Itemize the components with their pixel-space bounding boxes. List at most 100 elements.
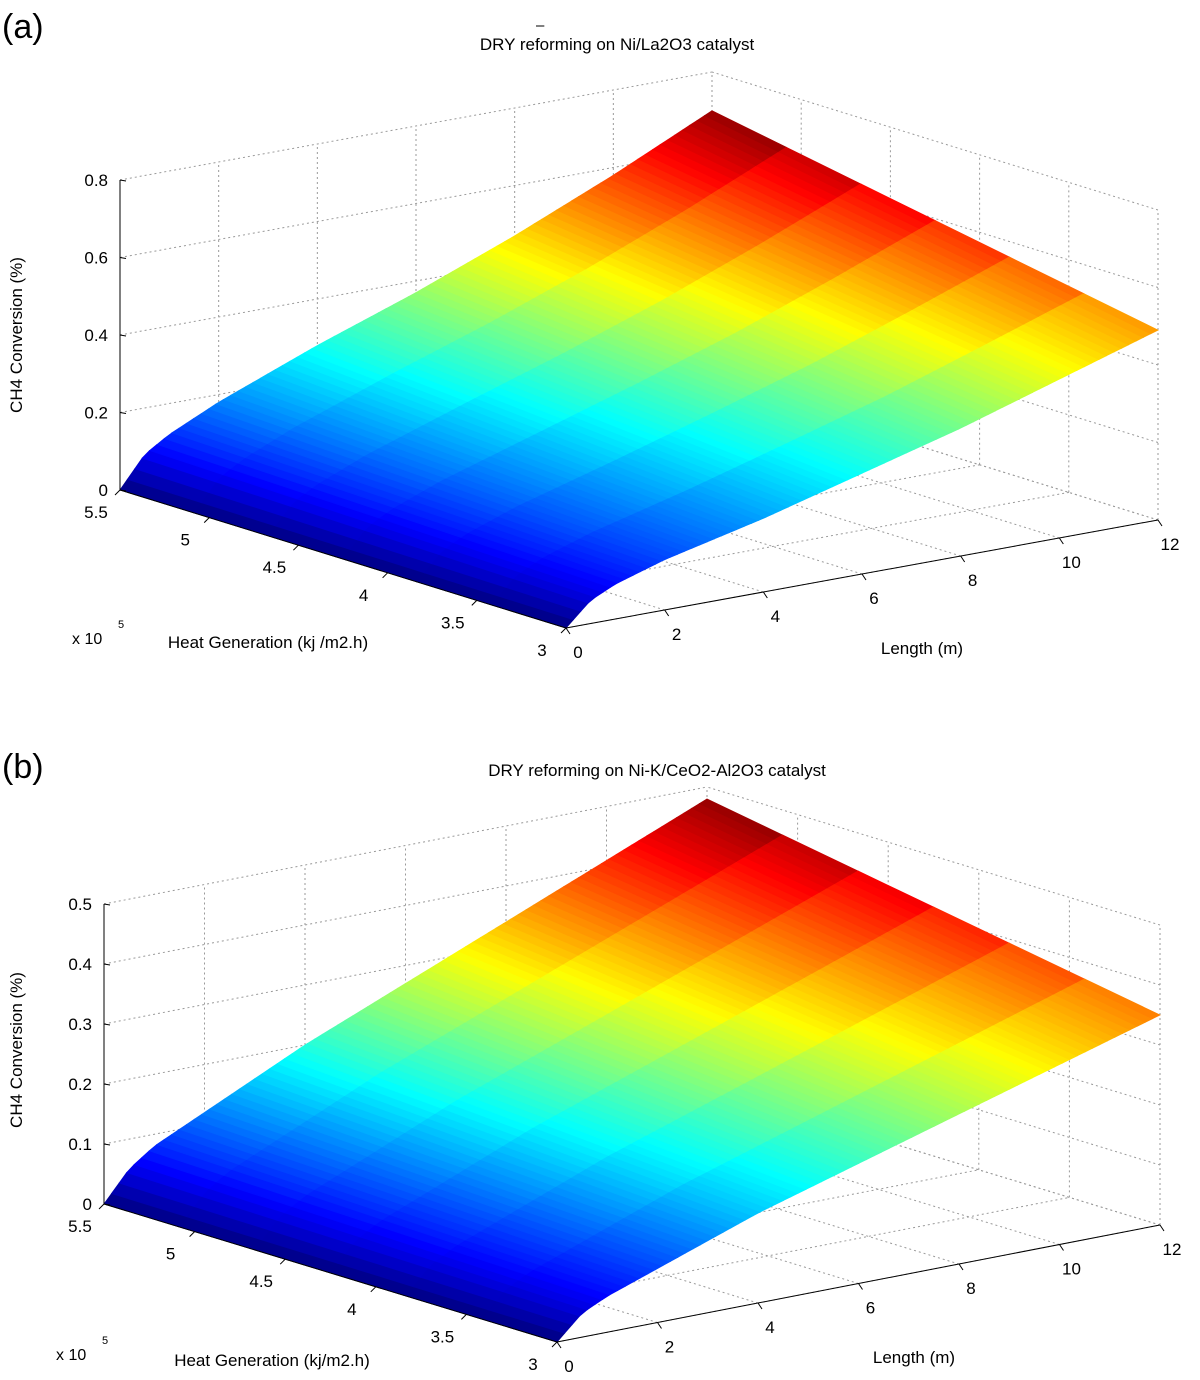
surface-plot-b: 0 2 4 6 8 10 12 3 3.5 4 4.5 5 5.5 0 0.1 0.2 0.3 0.4 0.5 Len… bbox=[2, 748, 1181, 1376]
y-tick bbox=[382, 572, 388, 579]
surface-patch bbox=[1075, 293, 1159, 335]
x-tick bbox=[757, 1302, 763, 1310]
y-axis-label: Heat Generation (kj/m2.h) bbox=[174, 1351, 370, 1370]
y-tick bbox=[551, 1341, 558, 1348]
x-tick bbox=[960, 555, 966, 563]
y-tick-label: 3.5 bbox=[431, 1327, 455, 1346]
x-tick bbox=[858, 1283, 863, 1290]
panel-label: (a) bbox=[2, 8, 44, 46]
y-tick bbox=[203, 517, 210, 523]
z-tick-label: 0.5 bbox=[68, 895, 92, 914]
z-tick bbox=[119, 489, 127, 492]
x-tick-label: 10 bbox=[1062, 1260, 1081, 1279]
z-tick bbox=[119, 334, 127, 337]
z-tick-label: 0.4 bbox=[68, 955, 92, 974]
y-tick-label: 3 bbox=[537, 641, 546, 660]
x-tick-label: 10 bbox=[1062, 553, 1081, 572]
y-tick-label: 4.5 bbox=[263, 558, 287, 577]
y-tick bbox=[279, 1258, 286, 1265]
y-tick-label: 3 bbox=[528, 1355, 537, 1374]
x-tick bbox=[1159, 1224, 1165, 1232]
x-tick-label: 8 bbox=[966, 1279, 975, 1298]
x-tick-label: 2 bbox=[672, 625, 681, 644]
grid-line bbox=[466, 1196, 1070, 1315]
axes: 0 2 4 6 8 10 12 3 3.5 4 4.5 5 5.5 0 0.2 0.4 0.6 0.8 Length… bbox=[7, 171, 1179, 662]
y-tick-label: 5 bbox=[180, 531, 189, 550]
x-tick-label: 12 bbox=[1161, 535, 1180, 554]
x-tick bbox=[1058, 537, 1064, 545]
grid-line bbox=[706, 1086, 1161, 1226]
y-axis-line bbox=[103, 1203, 558, 1343]
z-tick bbox=[103, 963, 111, 966]
y-axis-line bbox=[119, 489, 567, 629]
z-tick-label: 0 bbox=[99, 481, 108, 500]
y-tick bbox=[370, 1286, 377, 1293]
x-tick-label: 8 bbox=[968, 571, 977, 590]
grid-line bbox=[375, 1169, 979, 1288]
y-tick-label: 4 bbox=[359, 586, 368, 605]
z-tick bbox=[103, 1083, 111, 1086]
y-tick-label: 5.5 bbox=[84, 503, 108, 522]
y-tick bbox=[293, 544, 299, 551]
x-tick-label: 4 bbox=[771, 607, 780, 626]
x-axis-label: Length (m) bbox=[881, 639, 963, 658]
y-tick-label: 5 bbox=[166, 1245, 175, 1264]
axis-exponent-power: 5 bbox=[118, 619, 124, 631]
y-tick-label: 5.5 bbox=[68, 1217, 92, 1236]
x-tick bbox=[556, 1341, 562, 1349]
x-tick-label: 0 bbox=[564, 1357, 573, 1376]
x-tick-label: 2 bbox=[665, 1338, 674, 1357]
y-tick bbox=[560, 627, 567, 634]
z-axis-label: CH4 Conversion (%) bbox=[7, 257, 26, 413]
surface-plot-a: 0 2 4 6 8 10 12 3 3.5 4 4.5 5 5.5 0 0.2 0.4 0.6 0.8 Length… bbox=[2, 8, 1179, 662]
x-tick-label: 6 bbox=[866, 1299, 875, 1318]
x-tick bbox=[657, 1322, 662, 1329]
x-tick bbox=[1157, 519, 1163, 527]
y-tick-label: 4 bbox=[347, 1300, 356, 1319]
z-tick bbox=[103, 1143, 111, 1146]
axis-exponent-power: 5 bbox=[102, 1335, 108, 1347]
y-tick-label: 3.5 bbox=[441, 613, 465, 632]
y-tick bbox=[471, 600, 478, 606]
y-axis-label: Heat Generation (kj /m2.h) bbox=[168, 633, 368, 652]
chart-title: DRY reforming on Ni-K/CeO2-Al2O3 catalys… bbox=[488, 761, 826, 780]
chart-title: DRY reforming on Ni/La2O3 catalyst bbox=[480, 35, 755, 54]
y-tick bbox=[189, 1231, 195, 1237]
x-tick-label: 0 bbox=[573, 643, 582, 662]
axis-exponent-label: x 10 bbox=[72, 631, 102, 648]
y-tick bbox=[461, 1314, 467, 1320]
z-tick bbox=[119, 179, 127, 182]
chart-panel-b: 0 2 4 6 8 10 12 3 3.5 4 4.5 5 5.5 0 0.1 0.2 0.3 0.4 0.5 Len… bbox=[0, 690, 1200, 1380]
z-axis-label: CH4 Conversion (%) bbox=[7, 972, 26, 1128]
z-tick bbox=[103, 903, 111, 906]
y-tick-label: 4.5 bbox=[249, 1272, 273, 1291]
axes: 0 2 4 6 8 10 12 3 3.5 4 4.5 5 5.5 0 0.1 0.2 0.3 0.4 0.5 Len… bbox=[7, 895, 1181, 1376]
grid-line bbox=[119, 149, 713, 258]
grid-line bbox=[103, 786, 708, 905]
x-tick bbox=[565, 627, 571, 635]
x-tick bbox=[861, 573, 867, 581]
z-tick bbox=[119, 412, 127, 414]
axis-exponent-label: x 10 bbox=[56, 1347, 86, 1364]
y-tick bbox=[114, 489, 121, 496]
x-tick bbox=[664, 609, 670, 617]
z-tick-label: 0 bbox=[83, 1195, 92, 1214]
z-tick-label: 0.8 bbox=[84, 171, 108, 190]
z-tick-label: 0.2 bbox=[68, 1075, 92, 1094]
surface-mesh bbox=[103, 798, 1161, 1343]
grid-line bbox=[706, 786, 1161, 926]
x-tick bbox=[1059, 1244, 1064, 1251]
x-axis-label: Length (m) bbox=[873, 1348, 955, 1367]
y-tick bbox=[98, 1203, 105, 1210]
z-tick-label: 0.2 bbox=[84, 404, 108, 423]
z-tick bbox=[103, 1023, 111, 1026]
z-tick-label: 0.1 bbox=[68, 1135, 92, 1154]
x-tick-label: 4 bbox=[765, 1318, 774, 1337]
x-tick bbox=[762, 591, 768, 599]
z-tick-label: 0.6 bbox=[84, 249, 108, 268]
title-dash: – bbox=[536, 17, 545, 34]
panel-label: (b) bbox=[2, 748, 44, 786]
x-tick bbox=[958, 1263, 964, 1271]
z-tick-label: 0.3 bbox=[68, 1015, 92, 1034]
z-tick-label: 0.4 bbox=[84, 326, 108, 345]
